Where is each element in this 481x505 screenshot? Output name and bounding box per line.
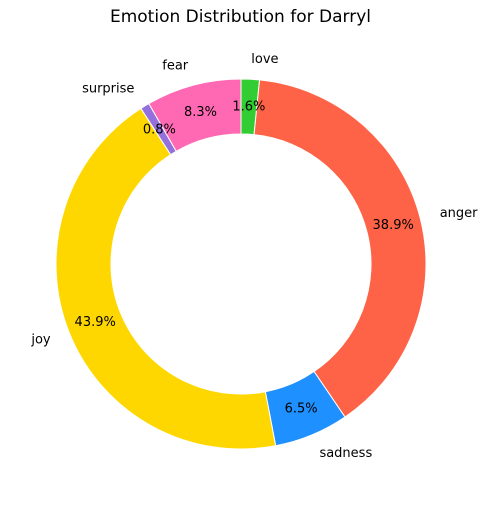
pct-label-sadness: 6.5%	[285, 402, 318, 417]
pct-label-surprise: 0.8%	[143, 122, 176, 137]
category-label-anger: anger	[440, 206, 478, 221]
chart-title: Emotion Distribution for Darryl	[109, 7, 371, 27]
pct-label-love: 1.6%	[232, 100, 265, 115]
category-label-surprise: surprise	[82, 81, 134, 96]
pct-label-anger: 38.9%	[373, 218, 414, 233]
category-label-fear: fear	[162, 58, 189, 73]
category-label-sadness: sadness	[319, 446, 372, 461]
pct-label-joy: 43.9%	[75, 315, 116, 330]
slice-anger	[253, 79, 427, 418]
category-label-love: love	[251, 52, 278, 67]
slice-fear	[148, 78, 242, 152]
pct-label-fear: 8.3%	[184, 105, 217, 120]
slice-joy	[55, 107, 277, 450]
category-label-joy: joy	[30, 333, 51, 348]
